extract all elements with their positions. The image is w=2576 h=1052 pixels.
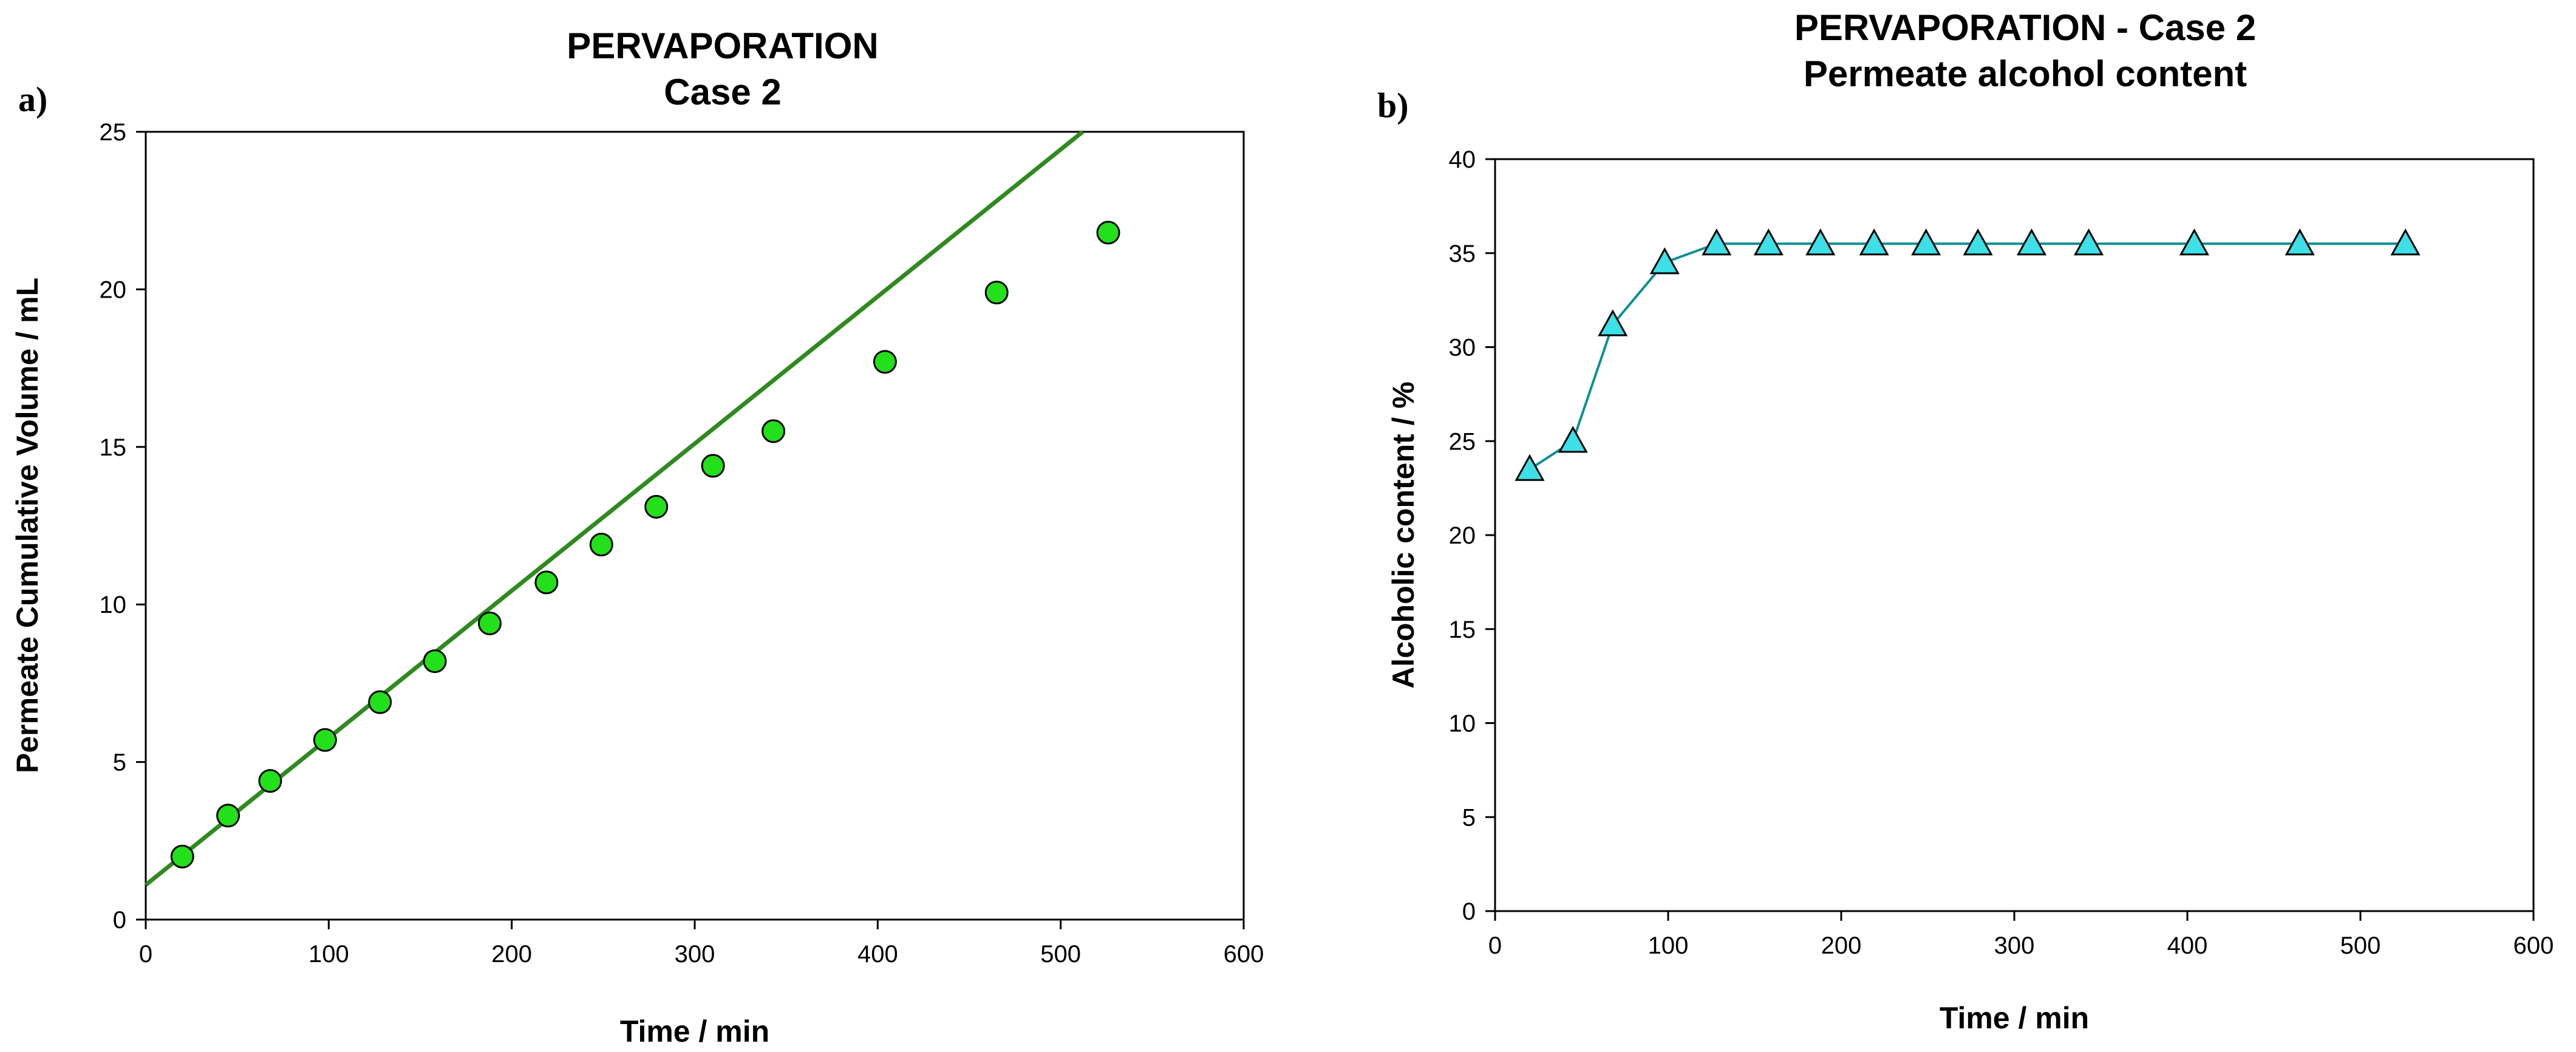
chart-a-y-tick-label: 15 bbox=[100, 434, 127, 461]
chart-b-x-tick-label: 300 bbox=[1994, 932, 2035, 959]
chart-a-data-point bbox=[644, 494, 669, 519]
chart-b-y-tick-label: 10 bbox=[1449, 711, 1476, 737]
chart-b-data-point bbox=[1598, 309, 1628, 336]
chart-a-x-tick-label: 300 bbox=[675, 941, 715, 968]
chart-b-x-tick-label: 500 bbox=[2340, 932, 2381, 959]
chart-b-y-tick-label: 0 bbox=[1462, 898, 1476, 925]
chart-b-x-axis-label: Time / min bbox=[1940, 1001, 2089, 1035]
chart-b-data-point bbox=[1963, 228, 1993, 256]
chart-a-data-point bbox=[873, 350, 897, 374]
chart-b-data-point bbox=[1702, 228, 1732, 256]
chart-a-data-point bbox=[984, 281, 1009, 305]
chart-a-x-tick-label: 500 bbox=[1040, 941, 1081, 968]
chart-b-x-tick-label: 100 bbox=[1648, 932, 1689, 959]
chart-a-x-tick-label: 400 bbox=[857, 941, 898, 968]
chart-b-data-point bbox=[2390, 228, 2421, 256]
chart-b-data-points bbox=[1515, 228, 2421, 481]
chart-a-x-tick-label: 0 bbox=[139, 941, 152, 968]
chart-b-x-tick-label: 0 bbox=[1488, 932, 1502, 959]
chart-a-x-tick-label: 600 bbox=[1224, 941, 1264, 968]
chart-a-y-tick-label: 20 bbox=[100, 276, 127, 303]
chart-b-x-tick-label: 200 bbox=[1821, 932, 1862, 959]
chart-a-y-tick-label: 10 bbox=[100, 592, 127, 618]
chart-b-data-point bbox=[1515, 454, 1545, 481]
chart-b-y-tick-label: 40 bbox=[1449, 146, 1476, 173]
chart-b-data-point bbox=[1753, 228, 1784, 256]
chart-a-y-axis-label: Permeate Cumulative Volume / mL bbox=[10, 278, 44, 773]
chart-a-data-point bbox=[216, 804, 240, 828]
chart-b-alcohol-content: PERVAPORATION - Case 2 Permeate alcohol … bbox=[1386, 7, 2554, 1035]
chart-a-data-point bbox=[258, 769, 282, 793]
chart-a-data-point bbox=[1096, 220, 1120, 245]
chart-a-y-ticks: 0 5 10 15 20 25 bbox=[100, 119, 146, 934]
chart-a-data-point bbox=[534, 570, 559, 595]
chart-b-y-axis-label: Alcoholic content / % bbox=[1386, 381, 1420, 689]
panel-label-a: a) bbox=[18, 80, 48, 119]
chart-b-y-tick-label: 5 bbox=[1462, 804, 1476, 831]
chart-b-title-line1: PERVAPORATION - Case 2 bbox=[1794, 7, 2256, 48]
chart-a-data-points bbox=[170, 220, 1120, 869]
chart-b-y-tick-label: 30 bbox=[1449, 335, 1476, 361]
chart-b-data-point bbox=[2285, 228, 2315, 256]
chart-a-y-tick-label: 0 bbox=[113, 907, 126, 934]
chart-a-x-tick-label: 100 bbox=[308, 941, 349, 968]
chart-b-data-point bbox=[1859, 228, 1889, 256]
chart-b-data-point bbox=[2016, 228, 2047, 256]
chart-a-x-tick-label: 200 bbox=[491, 941, 532, 968]
chart-a-data-point bbox=[313, 728, 337, 752]
chart-b-data-point bbox=[2179, 228, 2209, 256]
chart-b-y-tick-label: 15 bbox=[1449, 617, 1476, 643]
chart-b-x-ticks: 0 100 200 300 400 500 600 bbox=[1488, 911, 2554, 959]
chart-b-series-line bbox=[1528, 242, 2406, 471]
chart-a-data-point bbox=[368, 690, 392, 714]
chart-b-data-point bbox=[1649, 247, 1680, 275]
chart-a-data-point bbox=[701, 454, 725, 478]
chart-a-data-point bbox=[478, 611, 502, 635]
chart-b-data-point bbox=[1911, 228, 1941, 256]
chart-b-y-ticks: 0 5 10 15 20 25 30 35 40 bbox=[1449, 146, 1495, 925]
chart-a-data-point bbox=[762, 419, 786, 443]
panel-label-b: b) bbox=[1377, 86, 1409, 125]
chart-a-data-point bbox=[170, 844, 194, 869]
chart-a-data-point bbox=[589, 533, 613, 557]
chart-b-data-point bbox=[1558, 426, 1588, 453]
chart-a-y-tick-label: 25 bbox=[100, 119, 127, 146]
chart-a-data-point bbox=[423, 649, 447, 674]
chart-a-y-tick-label: 5 bbox=[113, 750, 126, 776]
chart-b-y-tick-label: 35 bbox=[1449, 241, 1476, 267]
chart-b-y-tick-label: 20 bbox=[1449, 522, 1476, 549]
chart-a-fit-line bbox=[144, 130, 1085, 887]
chart-b-x-tick-label: 600 bbox=[2513, 932, 2554, 959]
chart-a-x-ticks: 0 100 200 300 400 500 600 bbox=[139, 920, 1264, 968]
chart-a-permeate-volume: PERVAPORATION Case 2 0 100 200 300 400 500 600… bbox=[10, 26, 1264, 1048]
chart-a-plot-frame bbox=[145, 131, 1245, 921]
chart-b-data-point bbox=[2074, 228, 2104, 256]
chart-a-x-axis-label: Time / min bbox=[620, 1014, 769, 1048]
chart-a-title-line2: Case 2 bbox=[664, 72, 781, 112]
chart-b-title-line2: Permeate alcohol content bbox=[1804, 53, 2247, 94]
chart-b-x-tick-label: 400 bbox=[2167, 932, 2208, 959]
chart-b-plot-frame bbox=[1494, 158, 2535, 912]
chart-b-y-tick-label: 25 bbox=[1449, 428, 1476, 455]
chart-b-data-point bbox=[1805, 228, 1836, 256]
chart-a-title-line1: PERVAPORATION bbox=[567, 26, 878, 66]
